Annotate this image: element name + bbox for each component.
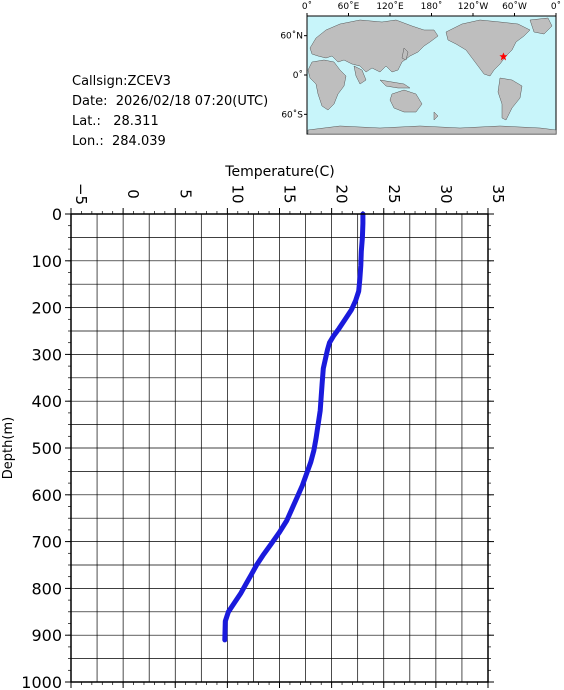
- y-axis-title: Depth(m): [1, 417, 16, 479]
- africa-landmass: [307, 59, 347, 111]
- map-ticks: [304, 13, 557, 115]
- world-map: 0˚ 60˚E 120˚E 180˚ 120˚W 60˚W 0˚ 60˚N 0˚ 60˚S: [280, 1, 561, 135]
- map-lat-label: 60˚N: [280, 31, 303, 42]
- x-tick-labels: −5 0 5 10 15 20 25 30 35: [72, 183, 507, 205]
- south-america-landmass: [497, 77, 523, 121]
- x-tick-label: 20: [333, 184, 351, 203]
- x-tick-label: 15: [281, 184, 299, 203]
- callsign-label: Callsign:: [72, 74, 128, 89]
- north-america-landmass: [445, 19, 531, 77]
- date-label: Date:: [72, 94, 108, 109]
- date-row: Date: 2026/02/18 07:20(UTC): [72, 92, 268, 112]
- x-tick-label: −5: [72, 183, 90, 205]
- y-tick-label: 200: [31, 299, 62, 318]
- map-labels: 0˚ 60˚E 120˚E 180˚ 120˚W 60˚W 0˚ 60˚N 0˚ 60˚S: [280, 1, 561, 120]
- series-group: [222, 211, 366, 643]
- lat-value: 28.311: [113, 114, 159, 129]
- japan-landmass: [401, 47, 409, 61]
- y-tick-label: 700: [31, 533, 62, 552]
- y-tick-label: 600: [31, 486, 62, 505]
- lon-row: Lon.: 284.039: [72, 132, 268, 152]
- y-tick-label: 400: [31, 392, 62, 411]
- station-info: Callsign:ZCEV3 Date: 2026/02/18 07:20(UT…: [72, 72, 268, 152]
- callsign-row: Callsign:ZCEV3: [72, 72, 268, 92]
- map-lon-label: 120˚W: [458, 1, 489, 12]
- map-lat-label: 0˚: [293, 70, 303, 81]
- lon-value: 284.039: [112, 134, 166, 149]
- greenland-landmass: [529, 17, 553, 35]
- plot-frame: [70, 213, 489, 683]
- y-tick-label: 100: [31, 252, 62, 271]
- y-tick-labels: 0 100 200 300 400 500 600 700 800 900 1000: [21, 205, 62, 690]
- lat-row: Lat.: 28.311: [72, 112, 268, 132]
- indonesia-landmass: [379, 79, 411, 89]
- station-marker: [499, 52, 508, 61]
- x-tick-label: 0: [124, 189, 142, 199]
- y-tick-label: 500: [31, 439, 62, 458]
- lat-label: Lat.:: [72, 114, 101, 129]
- map-lon-label: 120˚E: [376, 1, 404, 12]
- map-lon-label: 0˚: [302, 1, 312, 12]
- chart-grid: [70, 213, 489, 683]
- x-tick-label: 30: [437, 184, 455, 203]
- map-lon-label: 60˚E: [338, 1, 360, 12]
- map-lat-label: 60˚S: [281, 109, 303, 120]
- x-tick-label: 25: [385, 184, 403, 203]
- x-axis-title: Temperature(C): [224, 164, 334, 180]
- map-lon-label: 180˚: [421, 1, 443, 12]
- date-value: 2026/02/18 07:20(UTC): [115, 94, 269, 109]
- y-tick-label: 300: [31, 345, 62, 364]
- x-tick-label: 5: [176, 189, 194, 199]
- y-tick-label: 1000: [21, 673, 62, 690]
- temperature-profile-line: [222, 211, 366, 643]
- y-tick-label: 0: [52, 205, 62, 224]
- australia-landmass: [389, 89, 423, 113]
- y-tick-label: 800: [31, 579, 62, 598]
- map-land: [307, 17, 557, 135]
- callsign-value: ZCEV3: [127, 74, 171, 89]
- lon-label: Lon.:: [72, 134, 104, 149]
- station-star-icon: [499, 52, 508, 61]
- x-tick-label: 10: [228, 184, 246, 203]
- map-lon-label: 60˚W: [502, 1, 527, 12]
- map-lon-label: 0˚: [551, 1, 561, 12]
- chart-ticks: [65, 208, 494, 688]
- x-tick-label: 35: [489, 184, 507, 203]
- india-landmass: [353, 65, 367, 85]
- y-tick-label: 900: [31, 626, 62, 645]
- nz-landmass: [433, 111, 439, 121]
- antarctica-landmass: [307, 125, 557, 135]
